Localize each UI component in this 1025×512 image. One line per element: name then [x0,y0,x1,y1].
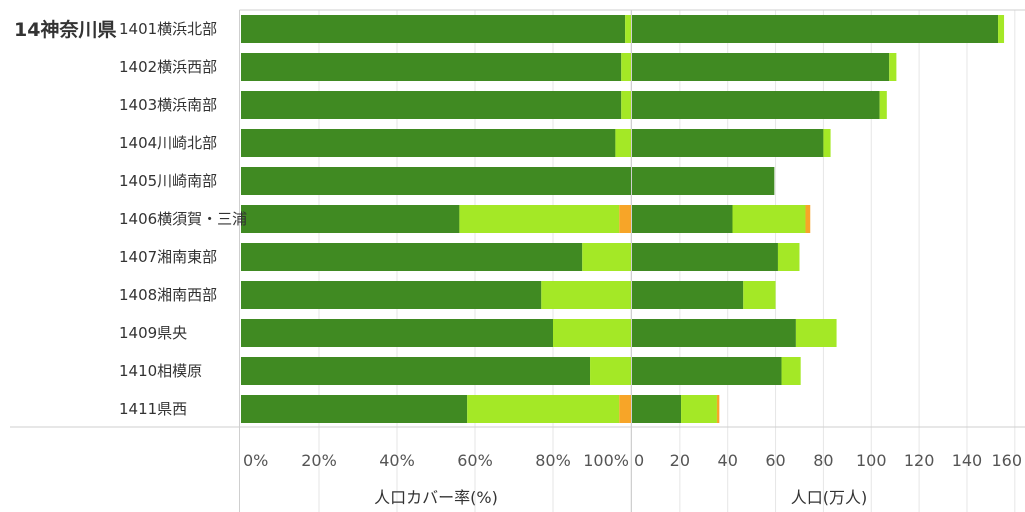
tick-label-p1-60: 60 [765,451,785,470]
bar-p1-r10-s1 [681,395,717,423]
bar-p0-r0-s0 [241,15,626,43]
bar-p0-r10-s1 [467,395,620,423]
category-label-8: 1409県央 [119,324,187,342]
tick-label-p1-160: 160 [991,451,1022,470]
labels: 1401横浜北部 1402横浜西部 1403横浜南部 1404川崎北部 1405川崎南部… [119,20,1022,470]
bar-p0-r9-s0 [241,357,591,385]
bar-p1-r6-s0 [632,243,778,271]
bar-p0-r7-s1 [541,281,631,309]
bar-p0-r3-s1 [615,129,631,157]
x-axis-title-population: 人口(万人) [791,488,868,507]
tick-label-p1-80: 80 [813,451,833,470]
bar-p1-r7-s1 [743,281,776,309]
bar-p0-r10-s2 [619,395,631,423]
bar-p1-r2-s0 [632,91,880,119]
category-label-9: 1410相模原 [119,362,202,380]
region-label: 14神奈川県 [14,18,116,41]
bar-p0-r4-s0 [241,167,631,195]
category-label-6: 1407湘南東部 [119,248,217,266]
bar-p1-r5-s1 [732,205,806,233]
tick-label-p0-40: 40% [379,451,415,470]
tick-label-p0-60: 60% [457,451,493,470]
bar-p1-r7-s0 [632,281,744,309]
bar-p1-r4-s0 [632,167,775,195]
tick-label-p0-20: 20% [301,451,337,470]
x-axis-title-coverage: 人口カバー率(%) [374,488,498,507]
bar-p1-r10-s2 [716,395,720,423]
bar-p1-r1-s1 [889,53,897,81]
category-label-3: 1404川崎北部 [119,134,217,152]
category-label-5: 1406横須賀・三浦 [119,210,247,228]
bar-p0-r6-s0 [241,243,583,271]
bar-p1-r8-s1 [795,319,837,347]
bar-p0-r8-s0 [241,319,553,347]
bar-p0-r2-s0 [241,91,622,119]
bar-p0-r1-s1 [621,53,631,81]
bar-p1-r9-s1 [781,357,801,385]
category-label-1: 1402横浜西部 [119,58,217,76]
bar-p1-r10-s0 [632,395,682,423]
chart-frame [10,9,1025,512]
bar-p1-r8-s0 [632,319,796,347]
category-label-10: 1411県西 [119,400,187,418]
bars [241,15,1005,423]
tick-label-p1-20: 20 [670,451,690,470]
category-label-4: 1405川崎南部 [119,172,217,190]
tick-label-p1-40: 40 [718,451,738,470]
bar-p1-r0-s1 [998,15,1005,43]
bar-p0-r2-s1 [621,91,631,119]
bar-p1-r3-s0 [632,129,824,157]
bar-p0-r5-s2 [619,205,631,233]
bar-p0-r0-s1 [625,15,631,43]
tick-label-p1-140: 140 [952,451,983,470]
tick-label-p0-80: 80% [535,451,571,470]
bar-p1-r1-s0 [632,53,890,81]
bar-p0-r10-s0 [241,395,468,423]
bar-p1-r5-s0 [632,205,733,233]
category-label-2: 1403横浜南部 [119,96,217,114]
bar-p0-r7-s0 [241,281,542,309]
bar-p0-r8-s1 [553,319,631,347]
bar-p1-r5-s2 [805,205,811,233]
tick-label-p1-100: 100 [856,451,887,470]
bar-p0-r9-s1 [590,357,631,385]
bar-p0-r1-s0 [241,53,622,81]
bar-p1-r2-s1 [879,91,887,119]
category-label-7: 1408湘南西部 [119,286,217,304]
bar-p0-r5-s1 [459,205,620,233]
bar-p1-r0-s0 [632,15,999,43]
bar-p0-r5-s0 [241,205,460,233]
bar-p1-r9-s0 [632,357,782,385]
category-label-0: 1401横浜北部 [119,20,217,38]
bar-p1-r3-s1 [823,129,831,157]
tick-label-p1-120: 120 [904,451,935,470]
bar-p0-r6-s1 [582,243,631,271]
tick-label-p1-0: 0 [634,451,644,470]
bar-p1-r6-s1 [777,243,800,271]
bar-p0-r3-s0 [241,129,616,157]
tick-label-p0-0: 0% [243,451,268,470]
tick-label-p0-100: 100% [583,451,629,470]
